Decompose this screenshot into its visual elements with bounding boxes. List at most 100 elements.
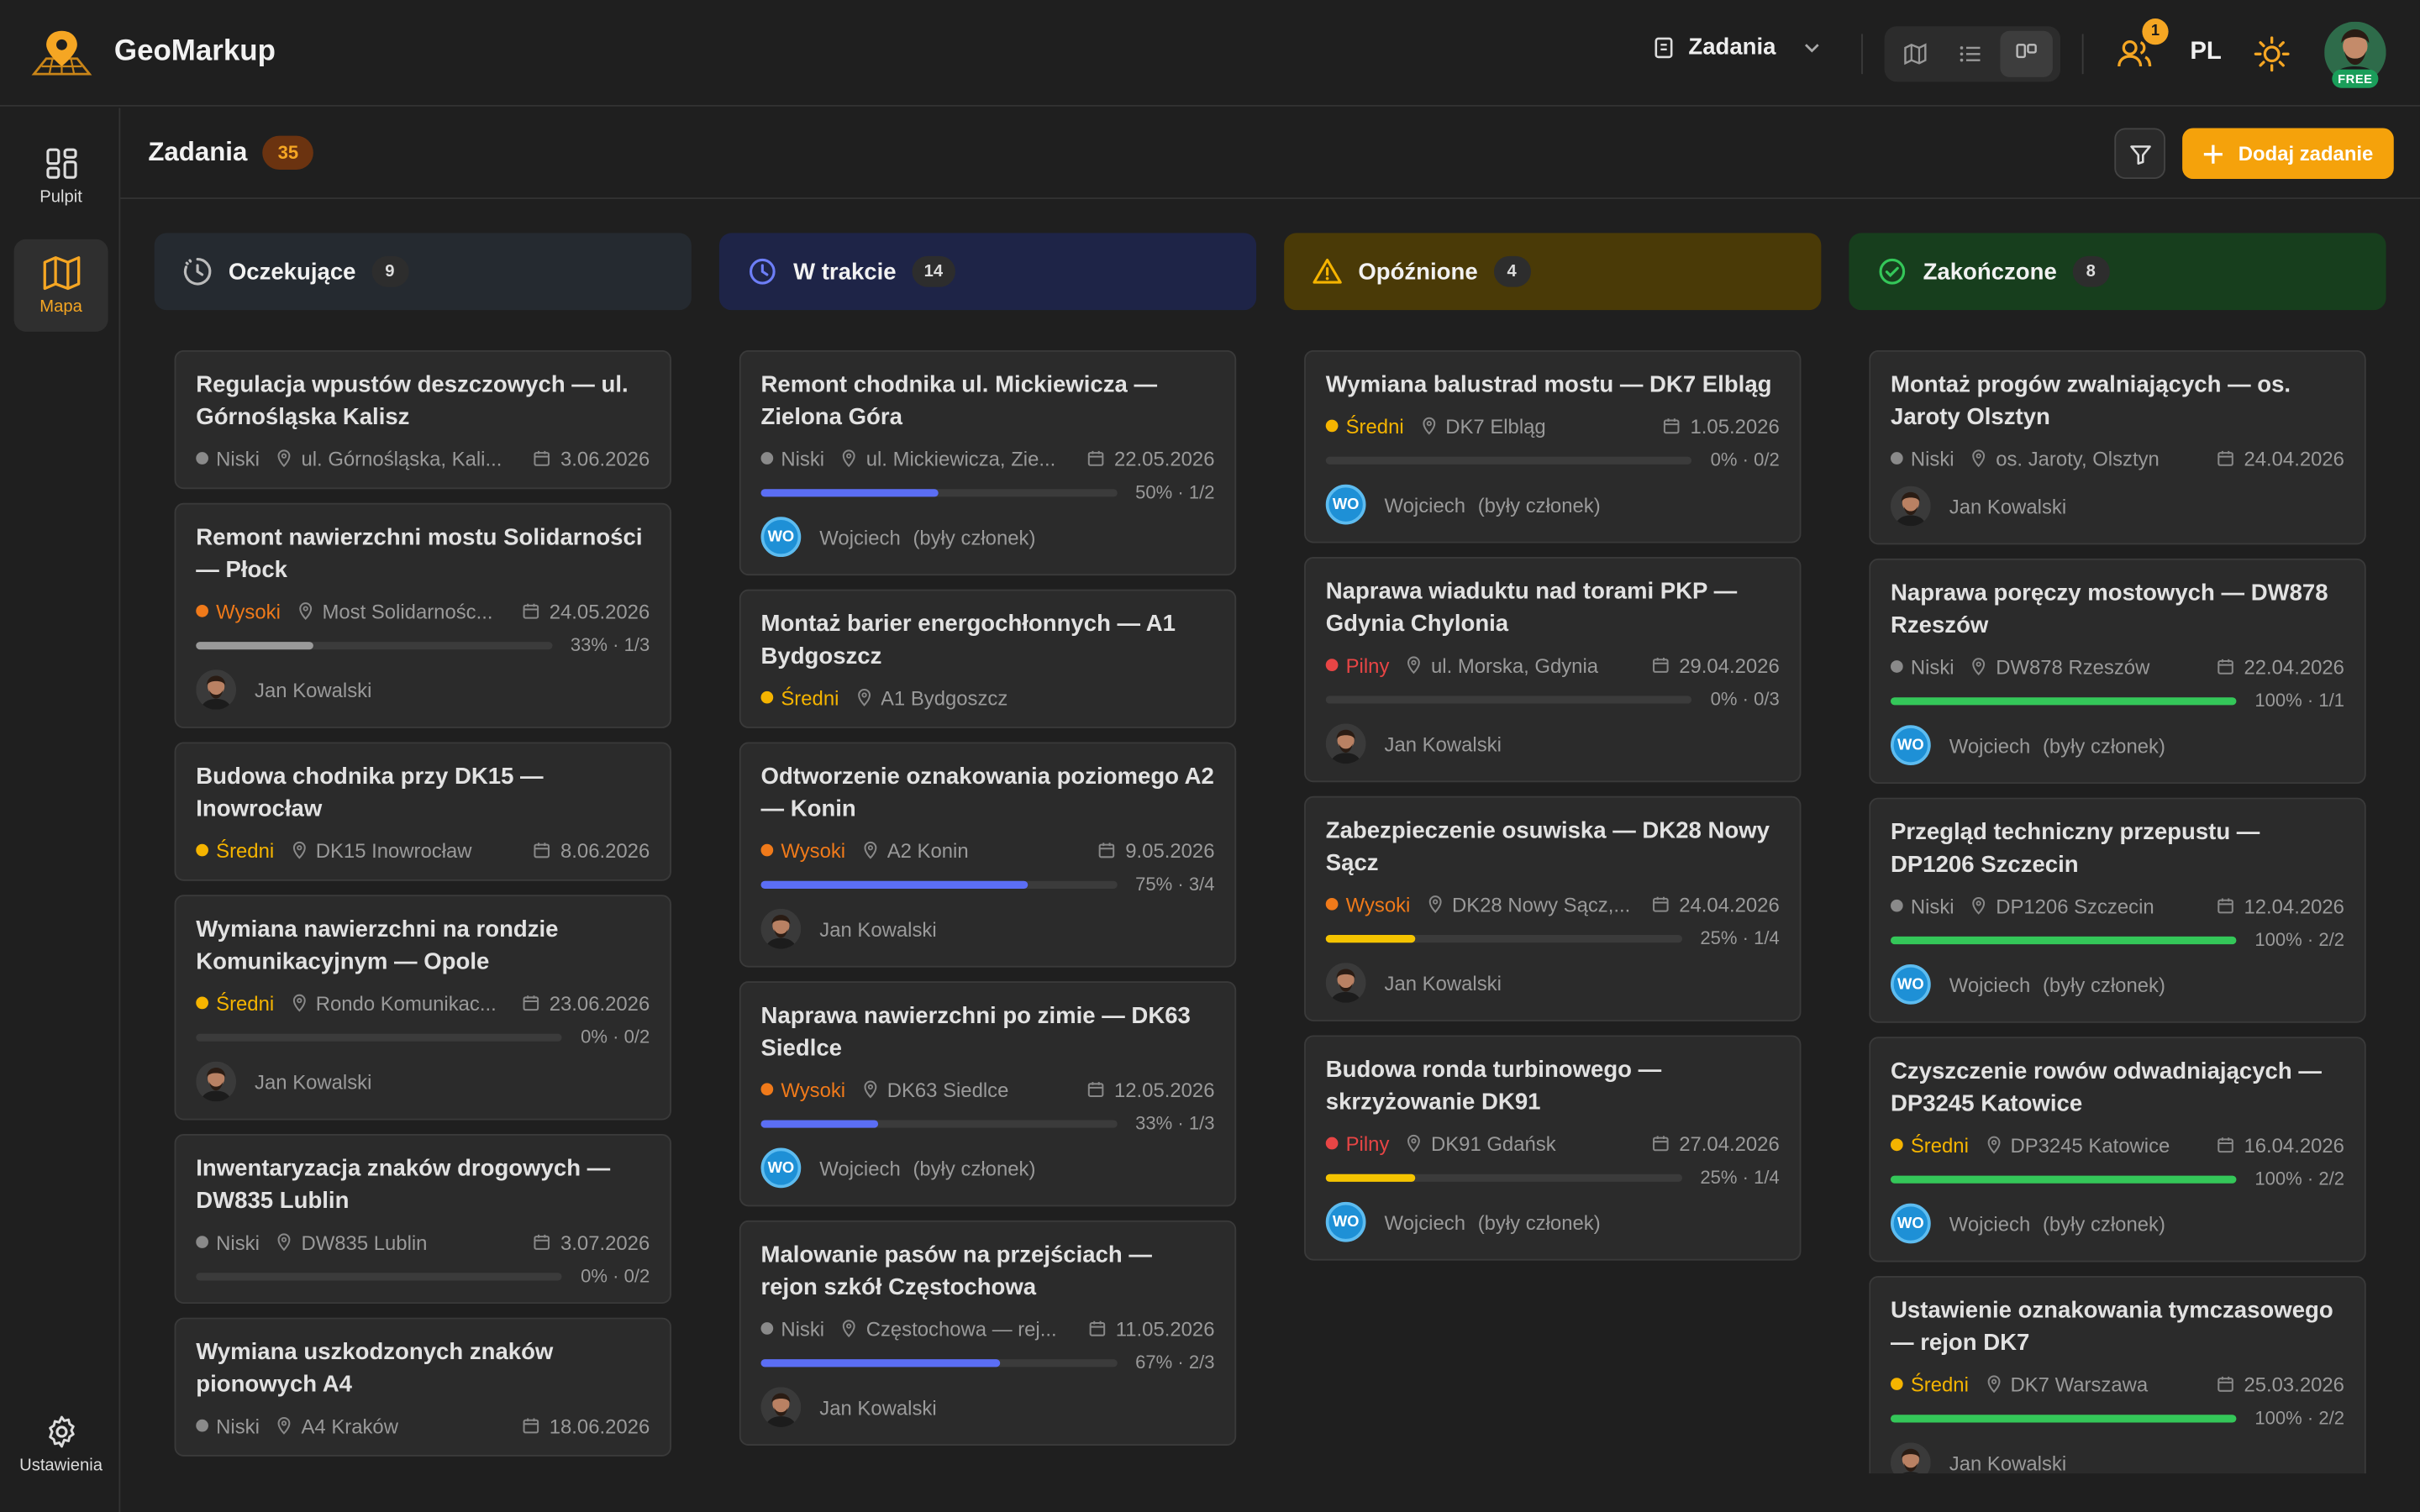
task-card[interactable]: Naprawa nawierzchni po zimie — DK63 Sied… bbox=[739, 981, 1236, 1206]
progress-fill bbox=[1891, 696, 2236, 704]
task-card[interactable]: Montaż progów zwalniających — os. Jaroty… bbox=[1869, 350, 2365, 544]
view-mode-toggle bbox=[1885, 26, 2060, 81]
sidebar-item-label: Pulpit bbox=[39, 188, 82, 207]
dashboard-icon bbox=[43, 145, 80, 182]
task-title: Wymiana balustrad mostu — DK7 Elbląg bbox=[1326, 369, 1780, 402]
task-card[interactable]: Przegląd techniczny przepustu — DP1206 S… bbox=[1869, 798, 2365, 1023]
task-assignee: WO Wojciech (były członek) bbox=[761, 1147, 1215, 1189]
add-task-button[interactable]: Dodaj zadanie bbox=[2182, 128, 2394, 179]
task-assignee: WO Wojciech (były członek) bbox=[1891, 1202, 2344, 1245]
task-meta: Średni DK7 Warszawa 25.03.2026 bbox=[1891, 1370, 2344, 1398]
task-location: DK63 Siedlce bbox=[860, 1078, 1074, 1101]
task-card[interactable]: Montaż barier energochłonnych — A1 Bydgo… bbox=[739, 590, 1236, 728]
logo-icon[interactable] bbox=[31, 28, 92, 80]
calendar-icon bbox=[1651, 1134, 1670, 1152]
task-progress: 75% · 3/4 bbox=[761, 874, 1215, 895]
task-count-badge: 35 bbox=[262, 136, 313, 170]
progress-fill bbox=[1326, 934, 1415, 942]
priority: Niski bbox=[1891, 447, 1954, 470]
task-card[interactable]: Remont chodnika ul. Mickiewicza — Zielon… bbox=[739, 350, 1236, 575]
task-card[interactable]: Budowa chodnika przy DK15 — Inowrocław Ś… bbox=[175, 742, 671, 880]
task-card[interactable]: Wymiana uszkodzonych znaków pionowych A4… bbox=[175, 1318, 671, 1457]
location-pin-icon bbox=[296, 601, 314, 620]
progress-track bbox=[1891, 1175, 2236, 1183]
priority: Średni bbox=[196, 991, 274, 1015]
task-card[interactable]: Inwentaryzacja znaków drogowych — DW835 … bbox=[175, 1134, 671, 1304]
task-meta: Średni A1 Bydgoszcz bbox=[761, 684, 1215, 711]
task-card[interactable]: Malowanie pasów na przejściach — rejon s… bbox=[739, 1221, 1236, 1446]
add-task-label: Dodaj zadanie bbox=[2238, 142, 2374, 165]
task-date: 16.04.2026 bbox=[2216, 1133, 2344, 1157]
assignee-name: Jan Kowalski bbox=[819, 917, 936, 941]
column-count-badge: 14 bbox=[912, 256, 955, 287]
task-progress: 33% · 1/3 bbox=[761, 1112, 1215, 1134]
check-circle-icon bbox=[1876, 256, 1907, 287]
task-location: DK7 Warszawa bbox=[1984, 1373, 2203, 1396]
priority-label: Wysoki bbox=[1346, 893, 1411, 916]
sidebar-item-settings[interactable]: Ustawienia bbox=[14, 1398, 108, 1490]
page-header: Zadania 35 Dodaj zadanie bbox=[120, 108, 2420, 199]
assignee-avatar: WO bbox=[1326, 485, 1366, 525]
column-header[interactable]: Oczekujące 9 bbox=[155, 233, 692, 310]
assignee-name: Jan Kowalski bbox=[1385, 732, 1502, 756]
location-pin-icon bbox=[1426, 895, 1444, 913]
priority-label: Niski bbox=[1911, 447, 1954, 470]
progress-fill bbox=[761, 1120, 879, 1127]
view-selector[interactable]: Zadania bbox=[1651, 34, 1822, 60]
calendar-icon bbox=[2216, 1136, 2234, 1154]
clock-icon bbox=[747, 256, 778, 287]
task-title: Naprawa nawierzchni po zimie — DK63 Sied… bbox=[761, 1000, 1215, 1064]
task-title: Montaż barier energochłonnych — A1 Bydgo… bbox=[761, 608, 1215, 673]
assignee-avatar bbox=[761, 909, 802, 949]
location-pin-icon bbox=[855, 688, 873, 706]
priority-dot bbox=[1326, 898, 1339, 911]
task-card[interactable]: Regulacja wpustów deszczowych — ul. Górn… bbox=[175, 350, 671, 489]
task-meta: Niski DP1206 Szczecin 12.04.2026 bbox=[1891, 892, 2344, 920]
assignee-name: Jan Kowalski bbox=[1385, 971, 1502, 995]
filter-button[interactable] bbox=[2114, 128, 2165, 179]
assignee-name: Wojciech bbox=[819, 525, 900, 549]
list-view-button[interactable] bbox=[1944, 31, 1996, 77]
column-header[interactable]: Opóźnione 4 bbox=[1284, 233, 1821, 310]
task-card[interactable]: Odtworzenie oznakowania poziomego A2 — K… bbox=[739, 742, 1236, 967]
priority-dot bbox=[761, 452, 774, 465]
task-location: DK15 Inowrocław bbox=[290, 838, 521, 862]
task-card[interactable]: Naprawa wiaduktu nad torami PKP — Gdynia… bbox=[1304, 557, 1801, 782]
task-card[interactable]: Budowa ronda turbinowego — skrzyżowanie … bbox=[1304, 1035, 1801, 1260]
plus-icon bbox=[2203, 143, 2225, 165]
calendar-icon bbox=[2216, 449, 2234, 467]
calendar-icon bbox=[1097, 841, 1116, 859]
calendar-icon bbox=[533, 449, 551, 467]
task-title: Wymiana uszkodzonych znaków pionowych A4 bbox=[196, 1336, 650, 1401]
location-pin-icon bbox=[290, 841, 308, 859]
task-assignee: Jan Kowalski bbox=[196, 668, 650, 711]
task-card[interactable]: Remont nawierzchni mostu Solidarności — … bbox=[175, 503, 671, 728]
board-view-button[interactable] bbox=[2000, 31, 2052, 77]
column-header[interactable]: Zakończone 8 bbox=[1849, 233, 2386, 310]
priority-label: Niski bbox=[781, 1317, 824, 1341]
progress-track bbox=[1326, 695, 1692, 702]
language-switch[interactable]: PL bbox=[2190, 39, 2222, 66]
assignee-name: Jan Kowalski bbox=[819, 1395, 936, 1419]
task-card[interactable]: Wymiana balustrad mostu — DK7 Elbląg Śre… bbox=[1304, 350, 1801, 543]
app-name[interactable]: GeoMarkup bbox=[114, 35, 276, 69]
sidebar-item-map[interactable]: Mapa bbox=[14, 239, 108, 332]
task-card[interactable]: Naprawa poręczy mostowych — DW878 Rzeszó… bbox=[1869, 559, 2365, 784]
task-card[interactable]: Wymiana nawierzchni na rondzie Komunikac… bbox=[175, 895, 671, 1120]
kanban-icon bbox=[2014, 42, 2039, 66]
task-meta: Niski DW835 Lublin 3.07.2026 bbox=[196, 1228, 650, 1256]
column-header[interactable]: W trakcie 14 bbox=[719, 233, 1256, 310]
task-card[interactable]: Ustawienie oznakowania tymczasowego — re… bbox=[1869, 1276, 2365, 1473]
sidebar-item-dashboard[interactable]: Pulpit bbox=[14, 129, 108, 222]
task-date: 22.04.2026 bbox=[2216, 655, 2344, 679]
progress-track bbox=[1891, 696, 2236, 704]
task-card[interactable]: Zabezpieczenie osuwiska — DK28 Nowy Sącz… bbox=[1304, 796, 1801, 1021]
assignee-avatar: WO bbox=[761, 517, 802, 557]
task-card[interactable]: Czyszczenie rowów odwadniających — DP324… bbox=[1869, 1037, 2365, 1262]
sun-icon[interactable] bbox=[2254, 35, 2291, 72]
priority-label: Niski bbox=[781, 447, 824, 470]
task-date: 25.03.2026 bbox=[2216, 1373, 2344, 1396]
assignee-name: Wojciech bbox=[1949, 1212, 2030, 1236]
map-view-button[interactable] bbox=[1889, 31, 1941, 77]
